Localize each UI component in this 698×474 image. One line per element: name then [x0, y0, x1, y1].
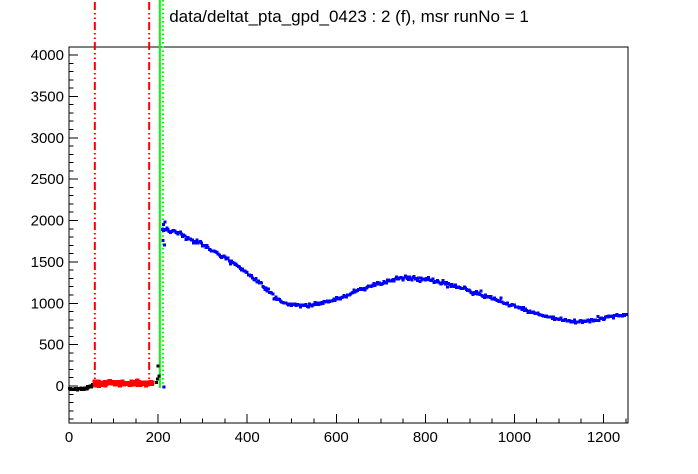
x-tick-label: 400	[235, 429, 260, 446]
y-tick-label: 2000	[31, 213, 64, 230]
x-tick-label: 0	[65, 429, 73, 446]
y-tick-label: 2500	[31, 171, 64, 188]
y-tick-label: 1000	[31, 295, 64, 312]
x-tick-label: 1000	[498, 429, 531, 446]
y-tick-label: 500	[39, 337, 64, 354]
background-window-histogram	[92, 378, 155, 389]
plot-frame	[68, 46, 629, 424]
y-tick-label: 1500	[31, 254, 64, 271]
vertical-marker-lines	[93, 0, 164, 388]
pre-t0-histogram	[68, 364, 161, 392]
y-tick-label: 3500	[31, 88, 64, 105]
x-tick-label: 600	[324, 429, 349, 446]
axis-tick-labels: 0 200 400 600 800 1000 1200 0 500 1000 1500 2000 250…	[31, 47, 621, 446]
axis-ticks	[68, 54, 627, 423]
y-tick-label: 4000	[31, 47, 64, 64]
x-tick-label: 800	[413, 429, 438, 446]
y-tick-label: 0	[56, 378, 64, 395]
x-tick-label: 200	[146, 429, 171, 446]
y-tick-label: 3000	[31, 130, 64, 147]
muon-decay-histogram	[161, 220, 628, 389]
x-tick-label: 1200	[587, 429, 620, 446]
plot-title: data/deltat_pta_gpd_0423 : 2 (f), msr ru…	[169, 7, 529, 26]
